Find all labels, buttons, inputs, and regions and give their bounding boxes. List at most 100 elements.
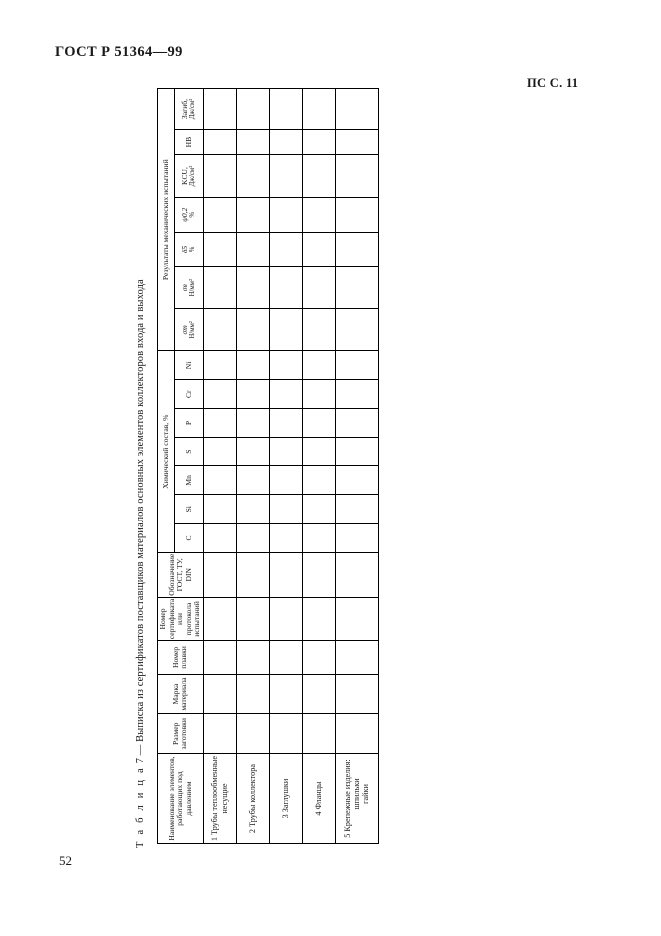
cell-mark[interactable]	[202, 674, 236, 714]
cell-standard[interactable]	[268, 552, 302, 598]
cell-mech-psi[interactable]	[268, 197, 302, 233]
cell-mech-delta5[interactable]	[334, 232, 378, 267]
cell-mark[interactable]	[334, 674, 378, 714]
cell-mech-sigma-t[interactable]	[268, 308, 302, 351]
cell-chem-cr[interactable]	[202, 379, 236, 409]
cell-cert[interactable]	[334, 597, 378, 641]
cell-chem-ni[interactable]	[235, 350, 269, 380]
cell-size[interactable]	[334, 713, 378, 754]
cell-mech-delta5[interactable]	[202, 232, 236, 267]
cell-chem-mn[interactable]	[268, 465, 302, 495]
cell-mech-kcu[interactable]	[235, 154, 269, 198]
cell-chem-cr[interactable]	[235, 379, 269, 409]
cell-chem-mn[interactable]	[202, 465, 236, 495]
cell-chem-si[interactable]	[202, 494, 236, 524]
col-header-chem-cr: Cr	[174, 379, 203, 409]
cell-mech-sigma-v[interactable]	[202, 266, 236, 309]
cell-chem-si[interactable]	[334, 494, 378, 524]
cell-chem-p[interactable]	[301, 408, 335, 438]
cell-chem-p[interactable]	[268, 408, 302, 438]
cell-mech-hb[interactable]	[334, 129, 378, 155]
cell-mech-hb[interactable]	[202, 129, 236, 155]
cell-mech-bend[interactable]	[235, 88, 269, 130]
cell-mech-kcu[interactable]	[268, 154, 302, 198]
cell-chem-mn[interactable]	[235, 465, 269, 495]
cell-chem-si[interactable]	[301, 494, 335, 524]
cell-size[interactable]	[235, 713, 269, 754]
cell-standard[interactable]	[334, 552, 378, 598]
cell-mech-sigma-v[interactable]	[235, 266, 269, 309]
cell-standard[interactable]	[202, 552, 236, 598]
cell-standard[interactable]	[301, 552, 335, 598]
cell-chem-cr[interactable]	[301, 379, 335, 409]
cell-mech-sigma-v[interactable]	[301, 266, 335, 309]
cell-chem-p[interactable]	[334, 408, 378, 438]
cell-mech-bend[interactable]	[301, 88, 335, 130]
cell-chem-c[interactable]	[268, 523, 302, 553]
cell-chem-ni[interactable]	[301, 350, 335, 380]
cell-mark[interactable]	[301, 674, 335, 714]
cell-heat[interactable]	[235, 640, 269, 675]
cell-chem-si[interactable]	[235, 494, 269, 524]
cell-mech-delta5[interactable]	[301, 232, 335, 267]
cell-chem-c[interactable]	[235, 523, 269, 553]
cell-chem-ni[interactable]	[202, 350, 236, 380]
mech-symbol-psi: ψ0,2	[179, 207, 189, 222]
cell-chem-mn[interactable]	[334, 465, 378, 495]
cell-mech-kcu[interactable]	[301, 154, 335, 198]
landscape-content: Т а б л и ц а 7 — Выписка из сертификато…	[131, 88, 531, 848]
cell-chem-c[interactable]	[202, 523, 236, 553]
cell-mech-hb[interactable]	[235, 129, 269, 155]
cell-cert[interactable]	[202, 597, 236, 641]
cell-heat[interactable]	[202, 640, 236, 675]
cell-mech-delta5[interactable]	[268, 232, 302, 267]
cell-cert[interactable]	[235, 597, 269, 641]
cell-mech-psi[interactable]	[301, 197, 335, 233]
cell-size[interactable]	[301, 713, 335, 754]
cell-chem-cr[interactable]	[268, 379, 302, 409]
row-label-fasteners-nuts: гайки	[360, 784, 370, 804]
cell-chem-s[interactable]	[301, 437, 335, 466]
cell-chem-cr[interactable]	[334, 379, 378, 409]
cell-mech-psi[interactable]	[334, 197, 378, 233]
cell-standard[interactable]	[235, 552, 269, 598]
cell-chem-s[interactable]	[334, 437, 378, 466]
cell-chem-si[interactable]	[268, 494, 302, 524]
cell-mech-kcu[interactable]	[334, 154, 378, 198]
cell-mech-bend[interactable]	[268, 88, 302, 130]
cell-mech-psi[interactable]	[202, 197, 236, 233]
cell-cert[interactable]	[301, 597, 335, 641]
cell-mech-delta5[interactable]	[235, 232, 269, 267]
cell-size[interactable]	[202, 713, 236, 754]
cell-chem-s[interactable]	[235, 437, 269, 466]
cell-chem-c[interactable]	[301, 523, 335, 553]
cell-heat[interactable]	[268, 640, 302, 675]
cell-chem-ni[interactable]	[334, 350, 378, 380]
cell-mech-sigma-t[interactable]	[202, 308, 236, 351]
cell-mech-bend[interactable]	[334, 88, 378, 130]
cell-chem-s[interactable]	[268, 437, 302, 466]
cell-mech-hb[interactable]	[301, 129, 335, 155]
cell-chem-c[interactable]	[334, 523, 378, 553]
cell-chem-s[interactable]	[202, 437, 236, 466]
cell-mech-sigma-t[interactable]	[301, 308, 335, 351]
cell-chem-p[interactable]	[235, 408, 269, 438]
page-identifier: ПС С. 11	[527, 76, 579, 90]
cell-mark[interactable]	[235, 674, 269, 714]
cell-mech-sigma-t[interactable]	[235, 308, 269, 351]
cell-mech-sigma-t[interactable]	[334, 308, 378, 351]
cell-mech-psi[interactable]	[235, 197, 269, 233]
cell-heat[interactable]	[301, 640, 335, 675]
cell-chem-p[interactable]	[202, 408, 236, 438]
cell-mark[interactable]	[268, 674, 302, 714]
cell-mech-sigma-v[interactable]	[268, 266, 302, 309]
cell-size[interactable]	[268, 713, 302, 754]
cell-chem-mn[interactable]	[301, 465, 335, 495]
cell-chem-ni[interactable]	[268, 350, 302, 380]
cell-cert[interactable]	[268, 597, 302, 641]
cell-mech-bend[interactable]	[202, 88, 236, 130]
cell-mech-sigma-v[interactable]	[334, 266, 378, 309]
cell-heat[interactable]	[334, 640, 378, 675]
cell-mech-hb[interactable]	[268, 129, 302, 155]
cell-mech-kcu[interactable]	[202, 154, 236, 198]
